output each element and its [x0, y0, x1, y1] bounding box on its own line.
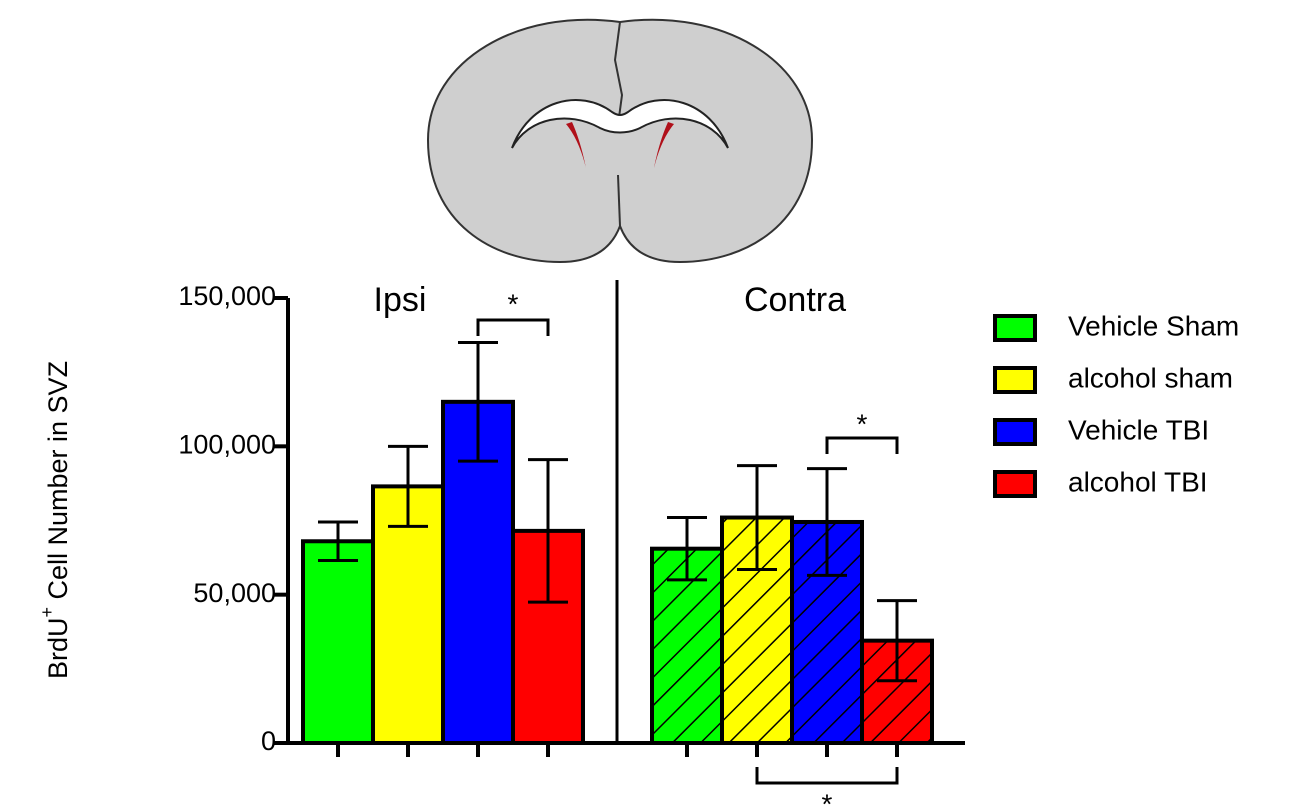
y-tick-label: 100,000	[178, 429, 276, 459]
significance-label: *	[508, 288, 519, 319]
group-label: Ipsi	[374, 281, 427, 319]
legend-swatch	[993, 418, 1037, 446]
error-bar	[458, 341, 498, 463]
error-bar	[877, 599, 917, 683]
legend-swatch	[993, 470, 1037, 498]
y-label-rest: Cell Number in SVZ	[43, 361, 73, 607]
y-axis-label: BrdU+ Cell Number in SVZ	[37, 361, 73, 679]
significance-label: *	[822, 788, 833, 807]
error-bar	[737, 464, 777, 571]
legend-label: Vehicle TBI	[1068, 414, 1209, 445]
significance-bracket	[476, 318, 550, 336]
legend-label: Vehicle Sham	[1068, 310, 1239, 341]
error-bar	[528, 458, 568, 604]
y-label-base: BrdU	[43, 618, 73, 680]
y-tick-label: 150,000	[178, 281, 276, 311]
significance-bracket	[755, 767, 899, 785]
error-bar	[388, 444, 428, 528]
y-tick-label: 0	[261, 726, 276, 756]
y-label-sup: +	[37, 607, 57, 618]
significance-label: *	[857, 408, 868, 439]
significance-bracket	[825, 436, 899, 454]
error-bar	[667, 516, 707, 582]
error-bar	[318, 520, 358, 563]
brain-illustration	[426, 18, 814, 264]
legend-swatch	[993, 366, 1037, 394]
bar	[301, 539, 375, 745]
legend-label: alcohol TBI	[1068, 466, 1208, 497]
error-bar	[807, 467, 847, 577]
legend-label: alcohol sham	[1068, 362, 1233, 393]
legend-swatch	[993, 314, 1037, 342]
group-label: Contra	[744, 281, 846, 319]
y-tick-label: 50,000	[193, 578, 276, 608]
